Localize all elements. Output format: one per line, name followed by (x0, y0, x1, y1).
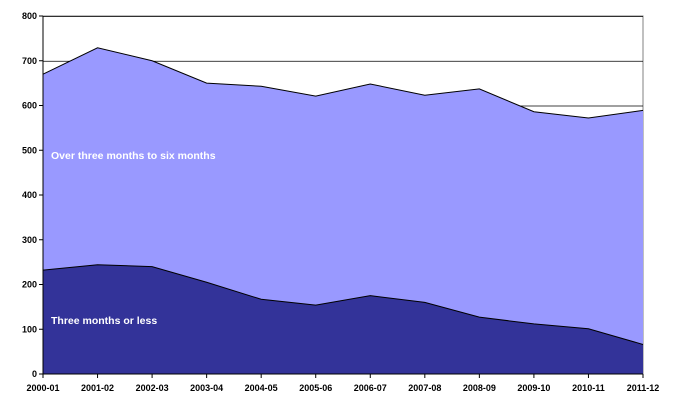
y-tick-label: 700 (22, 56, 37, 66)
x-tick-label: 2000-01 (26, 383, 59, 393)
y-tick-label: 500 (22, 145, 37, 155)
series-area-2 (43, 47, 643, 345)
x-tick-label: 2009-10 (517, 383, 550, 393)
series-outline-1 (42, 264, 644, 345)
series-label-three-months-or-less: Three months or less (51, 315, 157, 327)
y-tick-label: 800 (22, 11, 37, 21)
y-tick-label: 200 (22, 280, 37, 290)
y-tick-label: 400 (22, 190, 37, 200)
x-tick-label: 2006-07 (354, 383, 387, 393)
x-tick-label: 2011-12 (627, 383, 660, 393)
x-tick-label: 2010-11 (572, 383, 605, 393)
x-tick-label: 2007-08 (408, 383, 441, 393)
x-tick-label: 2003-04 (190, 383, 223, 393)
y-tick-label: 0 (32, 369, 37, 379)
x-tick-label: 2005-06 (299, 383, 332, 393)
y-tick-label: 600 (22, 101, 37, 111)
series-outline-2 (42, 47, 644, 119)
y-tick-label: 100 (22, 324, 37, 334)
x-tick-label: 2004-05 (245, 383, 278, 393)
x-tick-label: 2002-03 (136, 383, 169, 393)
series-label-over-three-to-six-months: Over three months to six months (51, 150, 216, 162)
y-tick-label: 300 (22, 235, 37, 245)
series-area-1 (43, 264, 643, 374)
x-tick-label: 2008-09 (463, 383, 496, 393)
x-tick-label: 2001-02 (81, 383, 114, 393)
